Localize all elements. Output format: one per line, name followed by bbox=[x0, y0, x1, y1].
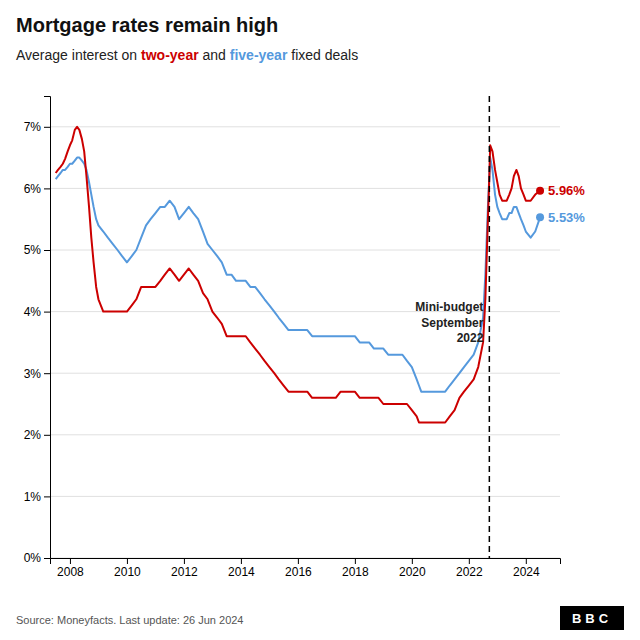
subtitle-series-name: five-year bbox=[230, 47, 288, 63]
y-tick-label: 3% bbox=[24, 367, 42, 381]
grid-line bbox=[50, 250, 560, 251]
series-line bbox=[56, 158, 540, 392]
x-tick: 2008 bbox=[57, 558, 84, 579]
x-tick-label: 2018 bbox=[342, 565, 369, 579]
x-tick-label: 2008 bbox=[57, 565, 84, 579]
x-tick-label: 2014 bbox=[228, 565, 255, 579]
x-tick-mark bbox=[469, 558, 470, 564]
annotations: Mini-budget September2022 bbox=[415, 300, 483, 345]
y-tick: 2% bbox=[24, 428, 50, 442]
y-tick-label: 6% bbox=[24, 182, 42, 196]
subtitle-part: fixed deals bbox=[287, 47, 358, 63]
subtitle: Average interest on two-year and five-ye… bbox=[16, 47, 358, 63]
x-tick: 2020 bbox=[399, 558, 426, 579]
grid-line bbox=[50, 373, 560, 374]
annotation-line-text: Mini-budget bbox=[415, 300, 483, 314]
y-tick: 6% bbox=[24, 182, 50, 196]
y-tick: 0% bbox=[24, 551, 50, 565]
x-tick-mark bbox=[184, 558, 185, 564]
x-tick-label: 2010 bbox=[114, 565, 141, 579]
x-tick-label: 2022 bbox=[456, 565, 483, 579]
chart-svg: 0% 1% 2% 3% 4% 5% 6% 7% 2008 2010 2012 2014 2016 2018… bbox=[0, 0, 640, 640]
x-tick: 2012 bbox=[171, 558, 198, 579]
x-tick-label: 2020 bbox=[399, 565, 426, 579]
y-tick: 7% bbox=[24, 120, 50, 134]
x-tick-mark bbox=[127, 558, 128, 564]
grid-line bbox=[50, 126, 560, 127]
grid-line bbox=[50, 188, 560, 189]
x-tick: 2018 bbox=[342, 558, 369, 579]
value-label: 5.53% bbox=[548, 210, 585, 225]
x-tick-mark bbox=[298, 558, 299, 564]
annotation-line-text: September bbox=[421, 316, 483, 330]
x-tick-label: 2012 bbox=[171, 565, 198, 579]
y-tick-mark bbox=[44, 312, 50, 313]
x-tick-label: 2016 bbox=[285, 565, 312, 579]
data-group bbox=[56, 96, 544, 558]
x-tick-mark bbox=[241, 558, 242, 564]
y-tick-label: 7% bbox=[24, 120, 42, 134]
y-tick: 1% bbox=[24, 490, 50, 504]
source-note: Source: Moneyfacts. Last update: 26 Jun … bbox=[16, 614, 243, 626]
subtitle-part: and bbox=[199, 47, 230, 63]
grid-line bbox=[50, 434, 560, 435]
end-dot bbox=[536, 213, 544, 221]
x-tick: 2010 bbox=[114, 558, 141, 579]
plot-area: 0% 1% 2% 3% 4% 5% 6% 7% 2008 2010 2012 2014 2016 2018… bbox=[24, 96, 586, 579]
y-tick-mark bbox=[44, 496, 50, 497]
x-axis-line bbox=[51, 559, 561, 565]
y-tick-label: 0% bbox=[24, 551, 42, 565]
x-tick: 2024 bbox=[513, 558, 540, 579]
x-tick-mark bbox=[526, 558, 527, 564]
y-axis-line bbox=[44, 97, 51, 559]
y-tick-label: 5% bbox=[24, 243, 42, 257]
x-tick: 2014 bbox=[228, 558, 255, 579]
y-tick: 4% bbox=[24, 305, 50, 319]
subtitle-part: Average interest on bbox=[16, 47, 141, 63]
y-tick-mark bbox=[44, 435, 50, 436]
y-axis: 0% 1% 2% 3% 4% 5% 6% 7% bbox=[24, 97, 51, 566]
y-tick-label: 2% bbox=[24, 428, 42, 442]
y-tick-mark bbox=[44, 188, 50, 189]
chart-container: 0% 1% 2% 3% 4% 5% 6% 7% 2008 2010 2012 2014 2016 2018… bbox=[0, 0, 640, 640]
annotation-line-text: 2022 bbox=[457, 331, 484, 345]
annotation-line bbox=[489, 96, 491, 558]
subtitle-series-name: two-year bbox=[141, 47, 199, 63]
y-tick-mark bbox=[44, 250, 50, 251]
title: Mortgage rates remain high bbox=[16, 14, 278, 36]
x-tick-mark bbox=[412, 558, 413, 564]
y-tick-label: 1% bbox=[24, 490, 42, 504]
end-dot bbox=[536, 187, 544, 195]
y-tick-mark bbox=[44, 127, 50, 128]
x-tick-mark bbox=[355, 558, 356, 564]
x-axis: 2008 2010 2012 2014 2016 2018 2020 2022 2024 bbox=[51, 558, 561, 579]
x-tick-label: 2024 bbox=[513, 565, 540, 579]
x-tick: 2016 bbox=[285, 558, 312, 579]
y-tick: 3% bbox=[24, 367, 50, 381]
grid-line bbox=[50, 496, 560, 497]
value-labels: 5.53% 5.96% bbox=[548, 183, 585, 224]
y-tick: 5% bbox=[24, 243, 50, 257]
logo-text: BBC bbox=[572, 611, 612, 626]
y-tick-mark bbox=[44, 373, 50, 374]
series-line bbox=[56, 127, 540, 423]
y-tick-label: 4% bbox=[24, 305, 42, 319]
annotation-text: Mini-budget September2022 bbox=[415, 300, 483, 345]
logo-box bbox=[560, 606, 624, 630]
grid bbox=[50, 127, 560, 558]
y-tick-mark bbox=[44, 558, 50, 559]
x-tick: 2022 bbox=[456, 558, 483, 579]
value-label: 5.96% bbox=[548, 183, 585, 198]
x-tick-mark bbox=[70, 558, 71, 564]
